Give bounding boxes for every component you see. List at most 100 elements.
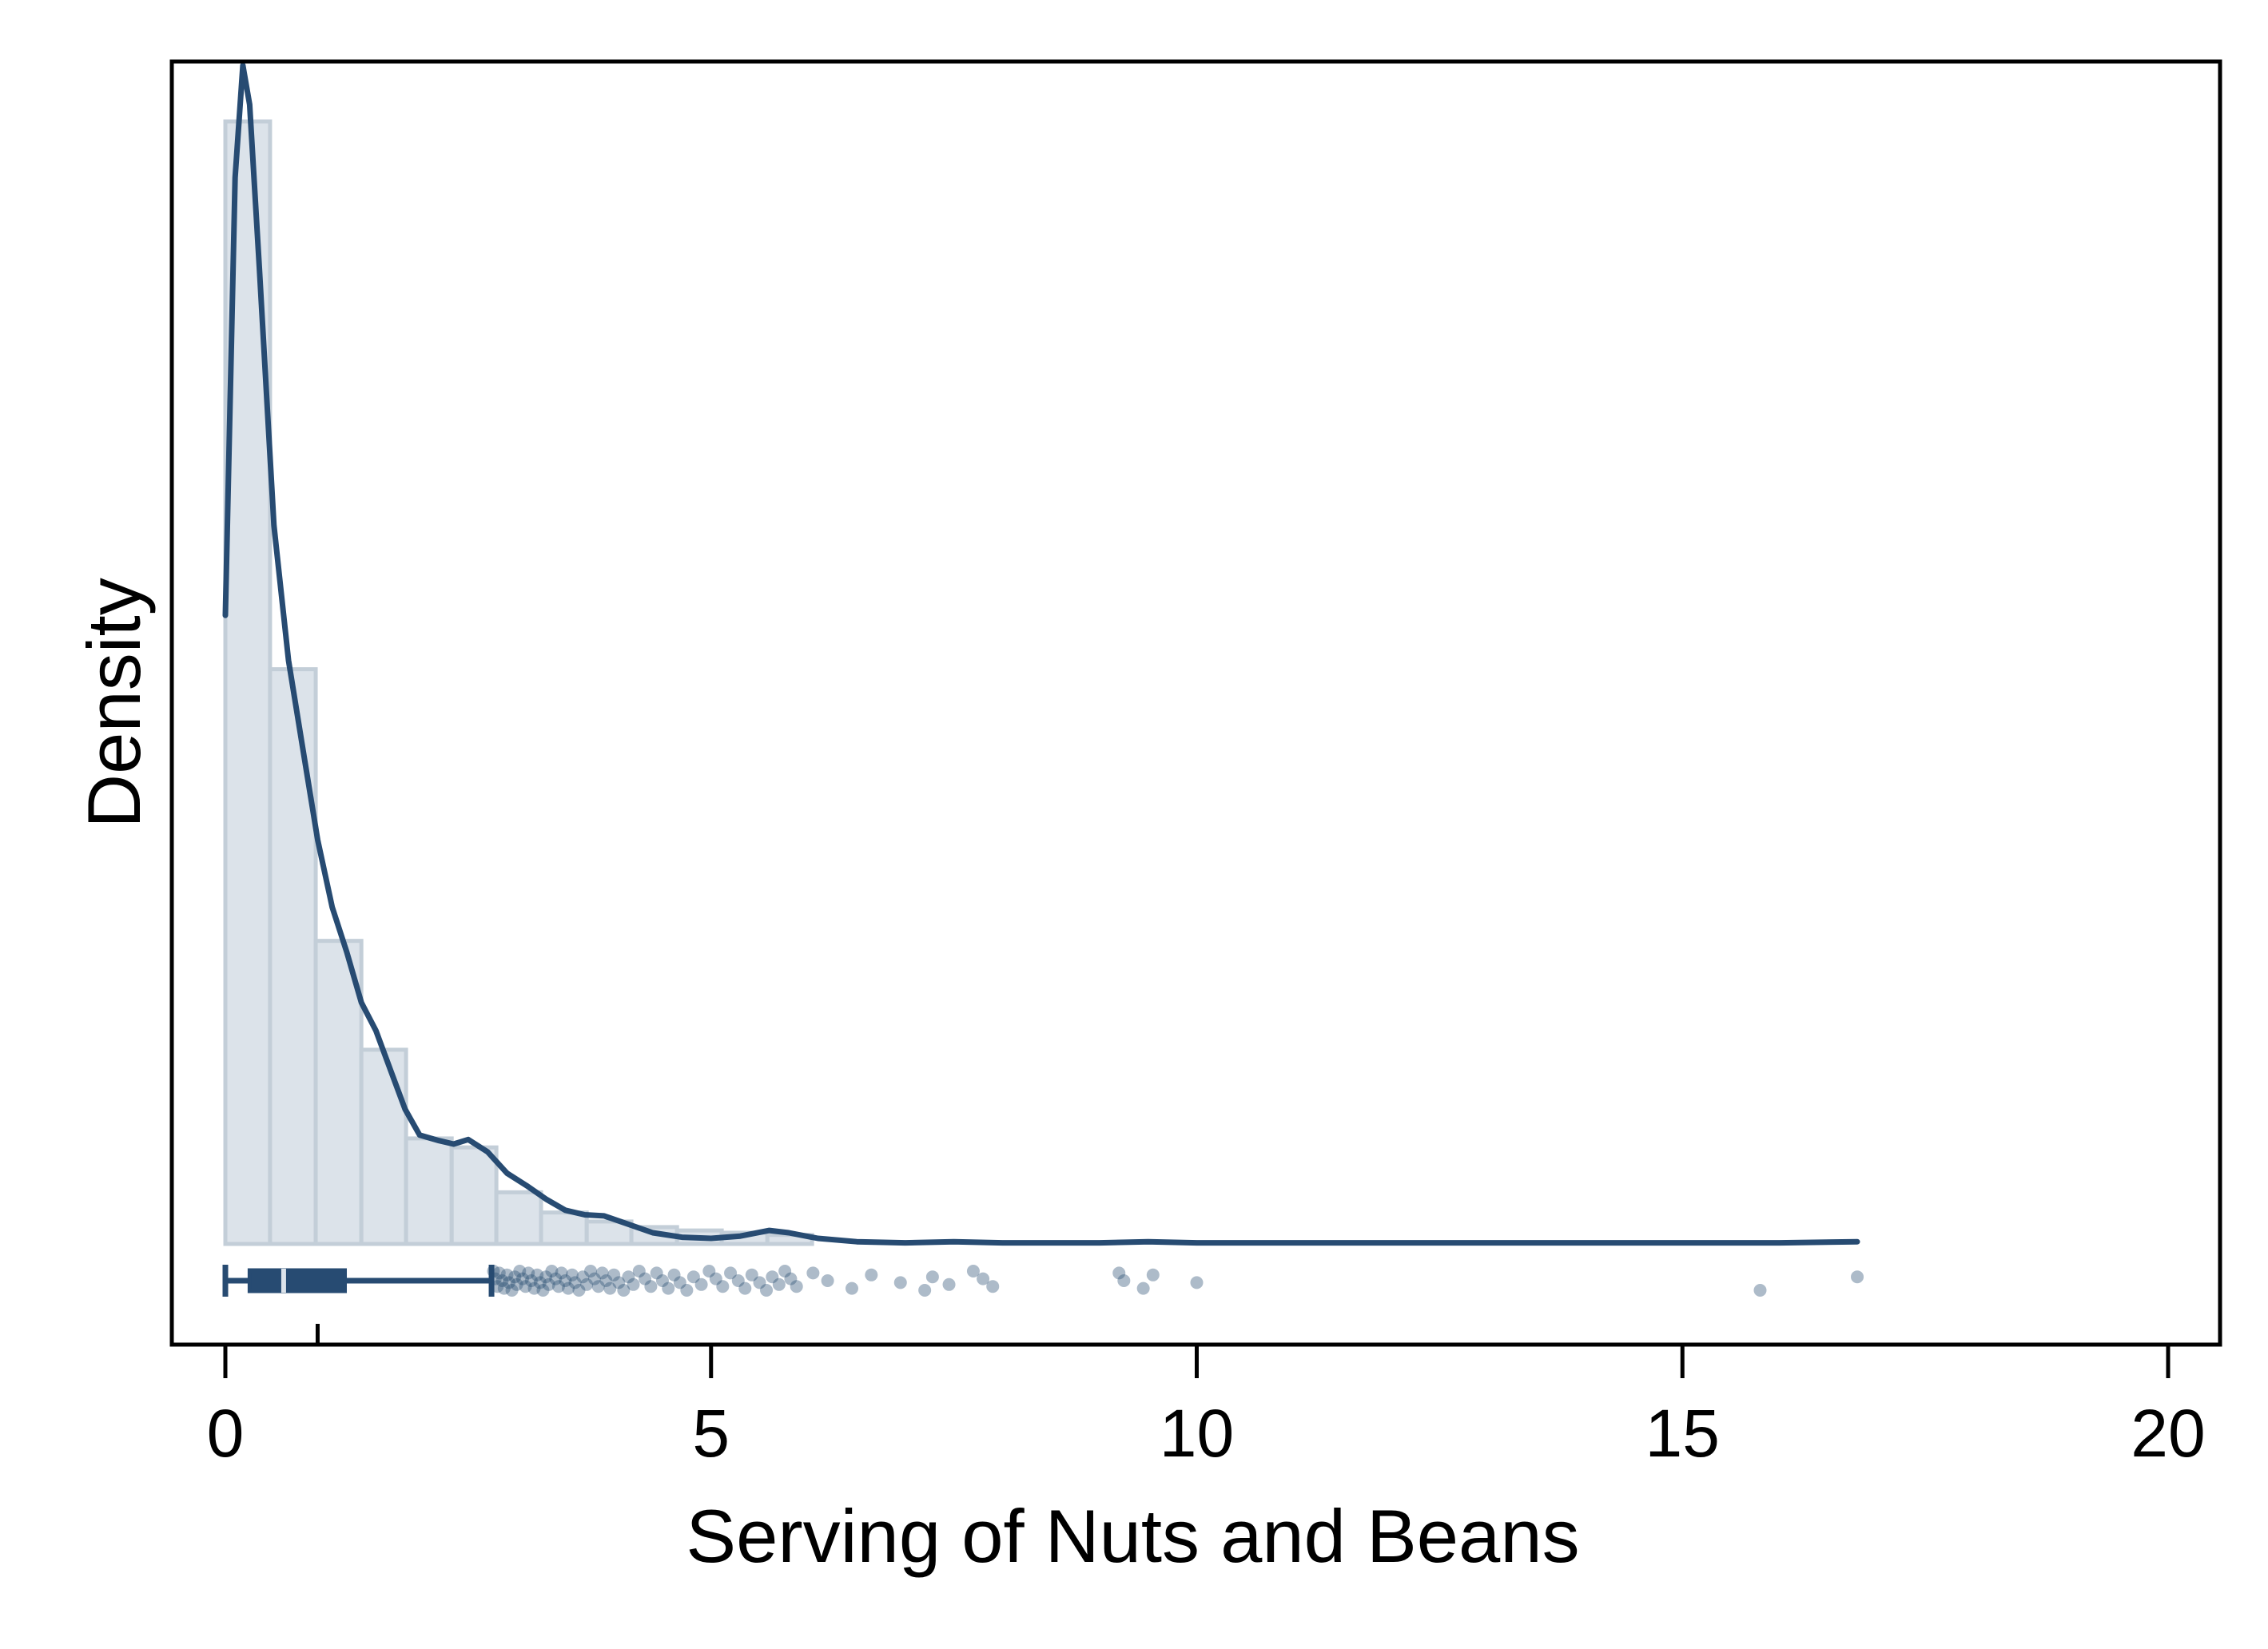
outlier-point [562, 1281, 575, 1295]
outlier-point [709, 1272, 722, 1285]
outlier-point [986, 1280, 1000, 1293]
outlier-point [760, 1284, 774, 1297]
outlier-point [845, 1281, 858, 1295]
boxplot-box-lower [247, 1268, 286, 1293]
histogram-bar [268, 667, 318, 1246]
histogram-bar [359, 1047, 408, 1246]
outlier-point [680, 1284, 694, 1297]
outlier-point [977, 1272, 990, 1285]
outlier-point [536, 1284, 550, 1297]
outlier-point [591, 1280, 605, 1293]
outlier-point [603, 1281, 617, 1295]
outlier-point [821, 1274, 834, 1287]
outlier-point [745, 1268, 758, 1281]
outlier-point [1753, 1284, 1767, 1297]
outlier-point [612, 1276, 626, 1289]
outlier-point [893, 1276, 907, 1289]
y-axis-title: Density [72, 578, 156, 828]
histogram-bar [539, 1210, 589, 1246]
outlier-point [772, 1277, 786, 1291]
density-curve-group [222, 62, 1860, 1246]
outlier-point [607, 1268, 621, 1281]
outlier-point [942, 1277, 956, 1291]
outlier-point [584, 1265, 598, 1277]
outlier-point [655, 1274, 669, 1287]
outlier-point [686, 1270, 700, 1284]
outlier-point [806, 1266, 820, 1280]
outlier-point [1117, 1274, 1131, 1287]
outlier-point [513, 1265, 527, 1277]
outlier-point [1136, 1281, 1150, 1295]
outlier-point [565, 1268, 579, 1281]
outlier-point [542, 1277, 555, 1291]
boxplot-group [222, 1265, 495, 1297]
outlier-point [519, 1280, 532, 1293]
outlier-point [568, 1276, 582, 1289]
x-axis-title: Serving of Nuts and Beans [686, 1494, 1579, 1578]
outlier-point [1190, 1276, 1204, 1289]
outlier-point [617, 1284, 631, 1297]
outlier-point [694, 1277, 708, 1291]
outlier-point [639, 1272, 652, 1285]
outlier-point [1112, 1266, 1126, 1280]
density-curve [222, 62, 1860, 1246]
outlier-point [627, 1277, 640, 1291]
outlier-point [738, 1281, 752, 1295]
outlier-point [599, 1274, 613, 1287]
outlier-point [488, 1272, 502, 1285]
x-tick-label: 5 [692, 1396, 730, 1471]
outlier-point [662, 1281, 675, 1295]
outlier-point [497, 1281, 511, 1295]
outlier-point [549, 1272, 563, 1285]
outlier-point [766, 1270, 779, 1284]
outlier-point [527, 1281, 541, 1295]
outlier-point [724, 1266, 738, 1280]
outlier-point [644, 1280, 658, 1293]
outlier-point [545, 1265, 559, 1277]
x-tick-label: 10 [1160, 1396, 1234, 1471]
outlier-point [555, 1266, 568, 1280]
outlier-point [595, 1266, 609, 1280]
outlier-point [559, 1274, 572, 1287]
outlier-point [495, 1274, 509, 1287]
histogram-bar [313, 939, 364, 1246]
outlier-point [533, 1276, 547, 1289]
outlier-point [753, 1276, 766, 1289]
outlier-point [500, 1268, 514, 1281]
outlier-point [576, 1270, 590, 1284]
histogram-bar [404, 1136, 454, 1246]
outlier-point [731, 1274, 745, 1287]
outlier-point [524, 1274, 538, 1287]
outlier-point [505, 1284, 519, 1297]
outlier-point [510, 1277, 523, 1291]
outlier-point [918, 1284, 932, 1297]
outlier-point [502, 1276, 515, 1289]
outlier-point [865, 1268, 878, 1281]
outlier-point [632, 1265, 646, 1277]
x-tick-label: 15 [1645, 1396, 1720, 1471]
outlier-point [1146, 1268, 1160, 1281]
outlier-point [572, 1284, 586, 1297]
outlier-point [702, 1265, 716, 1277]
outlier-point [587, 1272, 601, 1285]
outlier-point [966, 1265, 980, 1277]
outlier-point [716, 1280, 730, 1293]
outlier-point [508, 1270, 522, 1284]
x-tick-label: 0 [207, 1396, 245, 1471]
boxplot-box-upper [281, 1268, 348, 1293]
outlier-points [487, 1265, 1864, 1297]
outlier-point [673, 1276, 686, 1289]
outlier-point [539, 1270, 553, 1284]
outlier-point [622, 1270, 635, 1284]
outlier-point [784, 1272, 798, 1285]
outlier-point [1851, 1270, 1864, 1284]
outlier-point [487, 1265, 500, 1277]
outlier-point [667, 1268, 681, 1281]
outlier-point [492, 1266, 506, 1280]
outlier-point [778, 1265, 792, 1277]
outlier-point [790, 1280, 803, 1293]
outlier-point [491, 1280, 504, 1293]
outlier-point [515, 1272, 529, 1285]
outlier-point [580, 1277, 594, 1291]
